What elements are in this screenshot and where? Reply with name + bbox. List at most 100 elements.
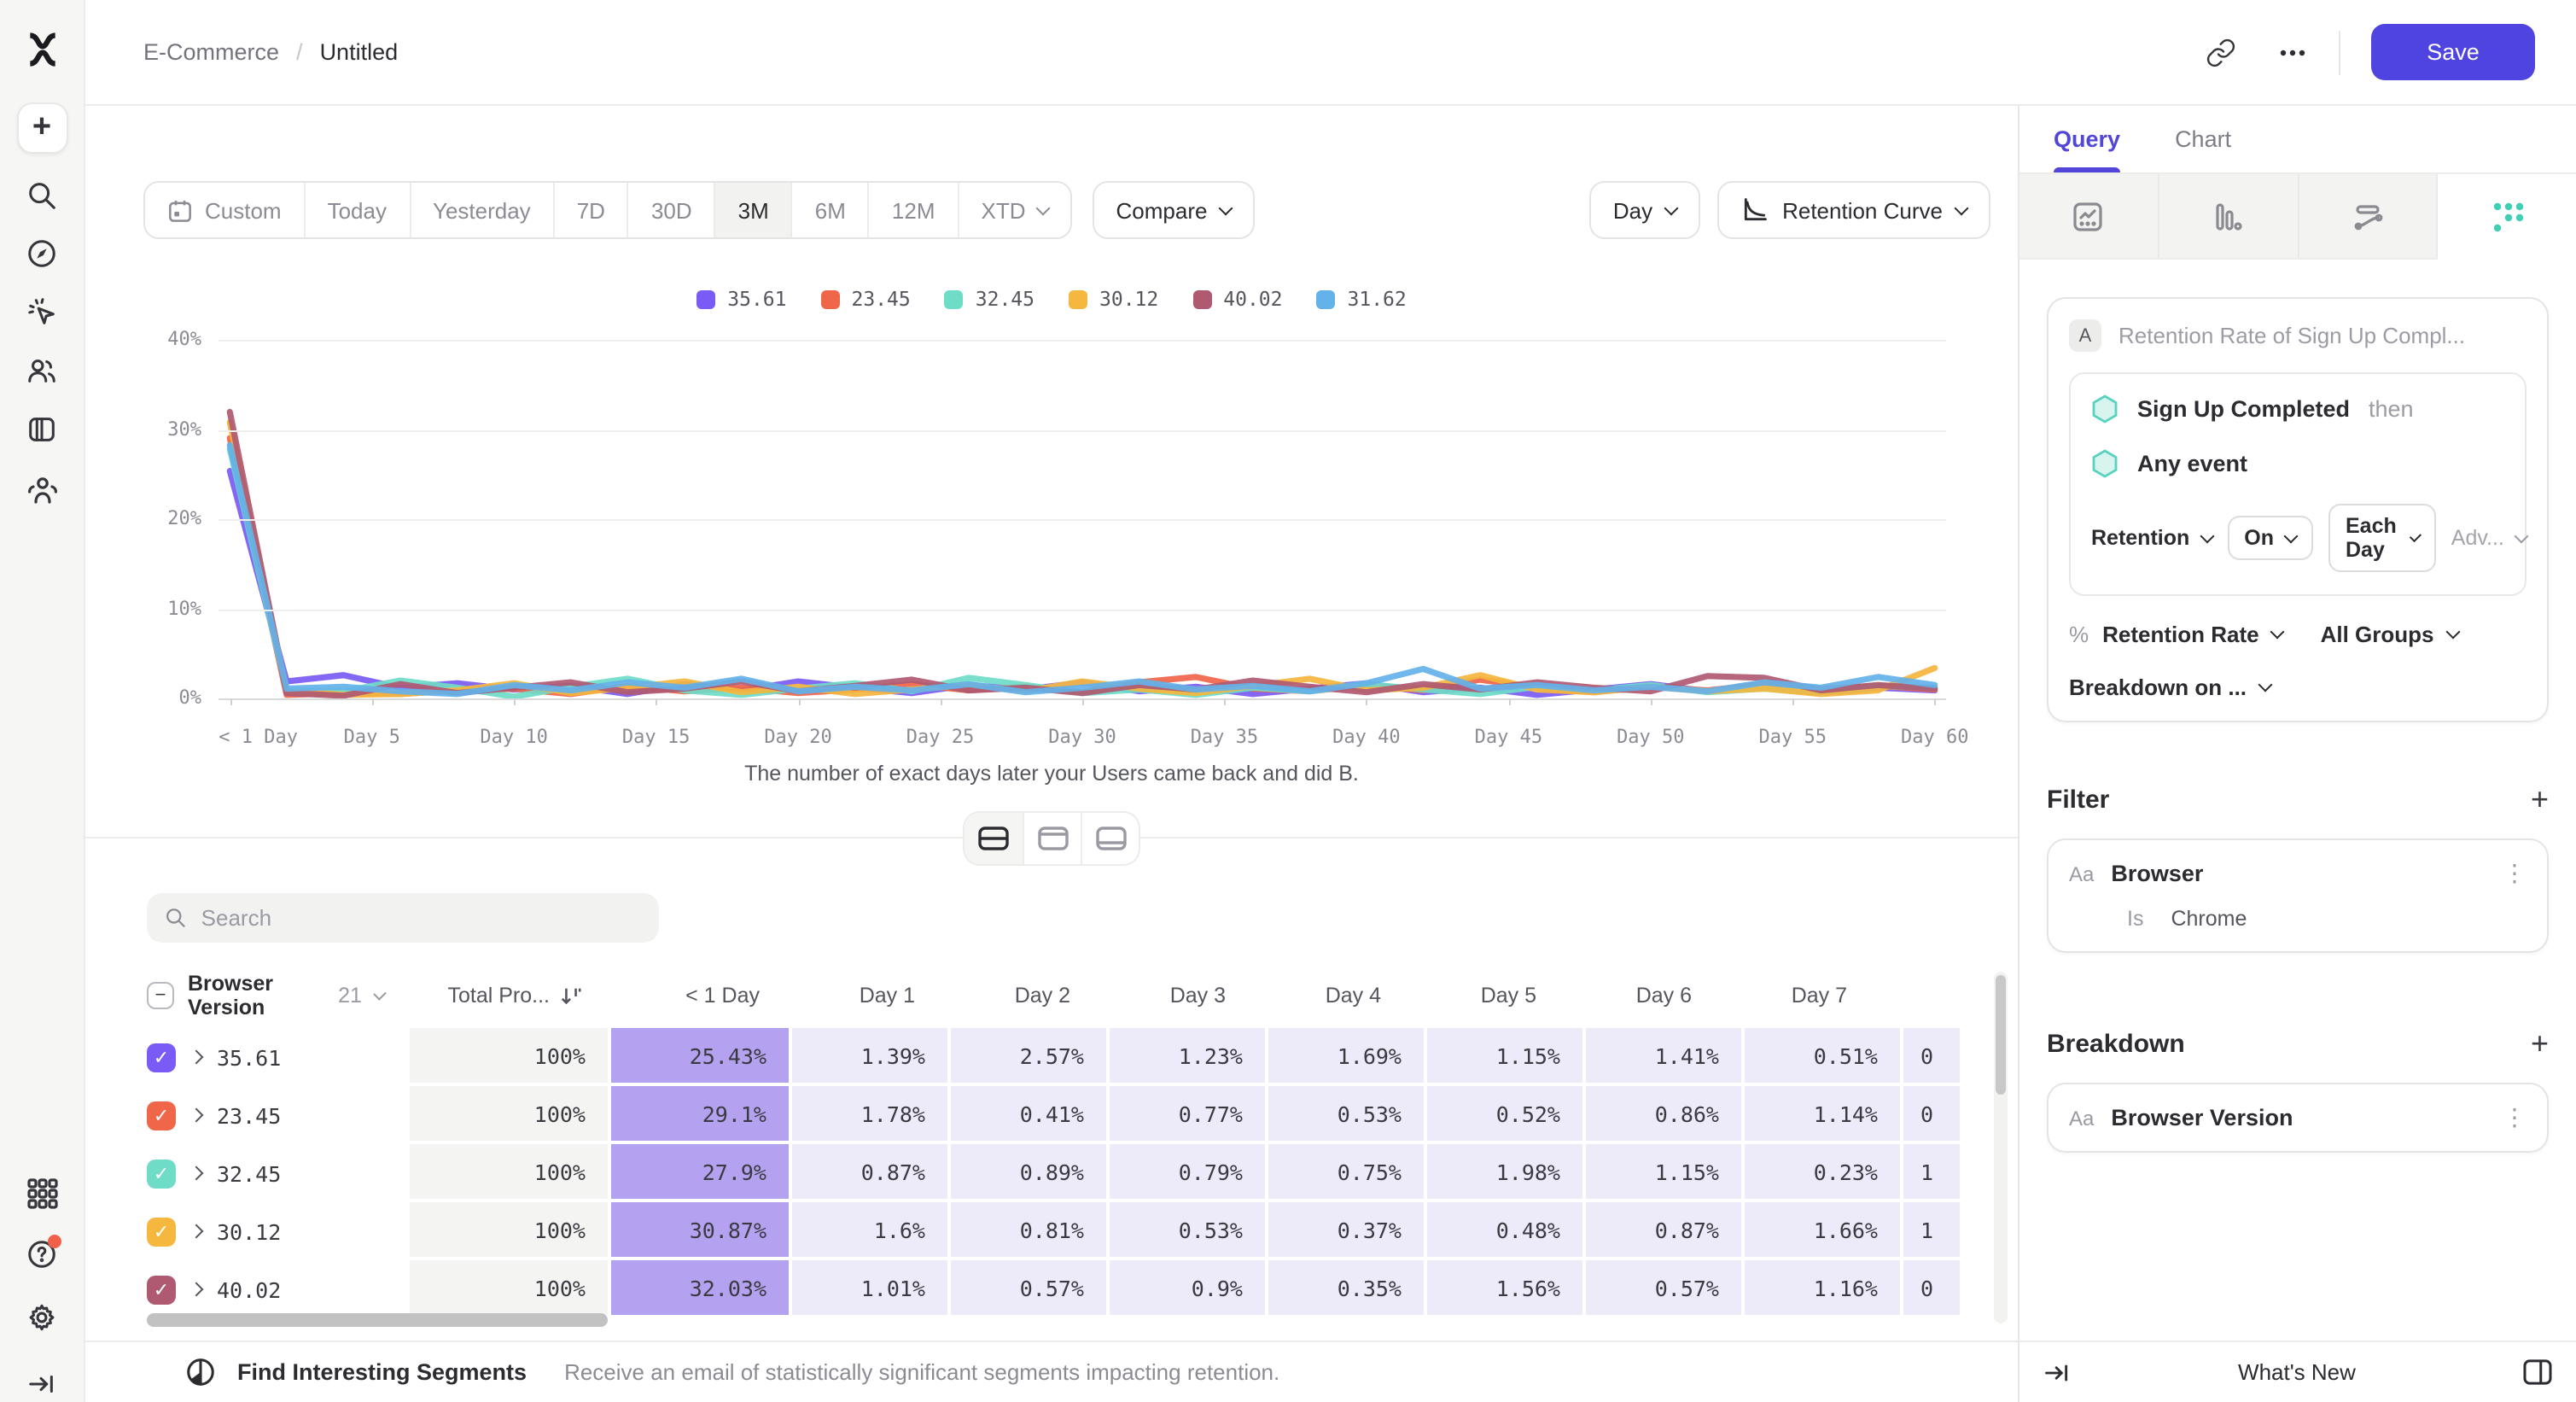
expand-row-icon[interactable]	[189, 1107, 204, 1123]
side-panel-icon[interactable]	[2523, 1359, 2552, 1385]
filter-property[interactable]: Browser	[2111, 861, 2204, 886]
whats-new-link[interactable]: What's New	[2238, 1359, 2356, 1385]
find-segments-link[interactable]: Find Interesting Segments	[237, 1359, 527, 1385]
day5-cell[interactable]: 0.52%	[1427, 1086, 1582, 1141]
search-input[interactable]	[201, 905, 642, 931]
day5-cell[interactable]: 1.98%	[1427, 1144, 1582, 1199]
query-title[interactable]: Retention Rate of Sign Up Compl...	[2118, 323, 2466, 348]
day8-partial-cell[interactable]: 1	[1903, 1202, 1960, 1257]
breadcrumb-project[interactable]: E-Commerce	[143, 39, 280, 65]
boards-nav-icon[interactable]	[16, 403, 67, 454]
discover-compass-icon[interactable]	[16, 227, 67, 278]
row-checkbox[interactable]: ✓	[147, 1159, 176, 1188]
day8-partial-cell[interactable]: 0	[1903, 1028, 1960, 1083]
compare-button[interactable]: Compare	[1092, 181, 1256, 239]
row-label-cell[interactable]: ✓ 30.12	[85, 1202, 406, 1260]
day6-cell[interactable]: 0.87%	[1586, 1202, 1741, 1257]
day3-cell[interactable]: 0.77%	[1110, 1086, 1265, 1141]
date-range-3m[interactable]: 3M	[714, 183, 791, 237]
day7-cell[interactable]: 0.23%	[1745, 1144, 1900, 1199]
insights-report-icon[interactable]	[2019, 174, 2159, 260]
day1-cell[interactable]: 1.6%	[792, 1202, 947, 1257]
create-new-button[interactable]: +	[16, 102, 67, 154]
lt1day-cell[interactable]: 27.9%	[611, 1144, 789, 1199]
mixpanel-logo-icon[interactable]	[16, 24, 67, 75]
row-checkbox[interactable]: ✓	[147, 1217, 176, 1246]
date-range-7d[interactable]: 7D	[552, 183, 627, 237]
chart-lines[interactable]	[219, 323, 1946, 698]
legend-item[interactable]: 23.45	[820, 287, 911, 311]
on-dropdown[interactable]: On	[2227, 516, 2313, 560]
expand-row-icon[interactable]	[189, 1165, 204, 1181]
row-label-cell[interactable]: ✓ 35.61	[85, 1028, 406, 1086]
funnels-report-icon[interactable]	[2159, 174, 2299, 260]
event-name[interactable]: Any event	[2137, 451, 2248, 476]
cohorts-nav-icon[interactable]	[16, 464, 67, 516]
filter-operator[interactable]: Is	[2127, 907, 2144, 931]
more-options-icon[interactable]	[2277, 37, 2308, 67]
legend-item[interactable]: 31.62	[1316, 287, 1407, 311]
row-checkbox[interactable]: ✓	[147, 1275, 176, 1304]
series-line-23.45[interactable]	[230, 438, 1934, 695]
day7-cell[interactable]: 1.16%	[1745, 1260, 1900, 1315]
day1-cell[interactable]: 0.87%	[792, 1144, 947, 1199]
select-all-checkbox[interactable]: −	[147, 982, 174, 1009]
day5-cell[interactable]: 1.15%	[1427, 1028, 1582, 1083]
table-header-label[interactable]: − Browser Version 21	[85, 972, 406, 1019]
day2-cell[interactable]: 0.89%	[951, 1144, 1106, 1199]
series-line-31.62[interactable]	[230, 446, 1934, 694]
legend-item[interactable]: 40.02	[1192, 287, 1283, 311]
day7-cell[interactable]: 0.51%	[1745, 1028, 1900, 1083]
retention-report-icon[interactable]	[2438, 174, 2576, 260]
date-range-30d[interactable]: 30D	[627, 183, 714, 237]
flows-report-icon[interactable]	[2299, 174, 2439, 260]
day6-cell[interactable]: 0.57%	[1586, 1260, 1741, 1315]
day7-cell[interactable]: 1.66%	[1745, 1202, 1900, 1257]
day1-cell[interactable]: 1.78%	[792, 1086, 947, 1141]
total-cell[interactable]: 100%	[410, 1086, 608, 1141]
table-vertical-scrollbar[interactable]	[1994, 972, 2008, 1323]
row-checkbox[interactable]: ✓	[147, 1101, 176, 1130]
breadcrumb-title[interactable]: Untitled	[319, 39, 399, 65]
legend-item[interactable]: 30.12	[1069, 287, 1158, 311]
day2-cell[interactable]: 0.57%	[951, 1260, 1106, 1315]
add-filter-button[interactable]: +	[2530, 782, 2549, 816]
series-line-32.45[interactable]	[230, 449, 1934, 697]
series-line-40.02[interactable]	[230, 412, 1934, 695]
series-line-30.12[interactable]	[230, 423, 1934, 695]
expand-row-icon[interactable]	[189, 1282, 204, 1297]
row-label-cell[interactable]: ✓ 40.02	[85, 1260, 406, 1318]
table-horizontal-scrollbar[interactable]	[147, 1313, 608, 1327]
groups-dropdown[interactable]: All Groups	[2320, 622, 2434, 647]
events-cursor-icon[interactable]	[16, 285, 67, 336]
day5-cell[interactable]: 0.48%	[1427, 1202, 1582, 1257]
help-icon[interactable]	[16, 1228, 67, 1279]
table-header-total[interactable]: Total Pro...	[406, 972, 604, 1019]
event-name[interactable]: Sign Up Completed	[2137, 396, 2350, 422]
table-header-day-2[interactable]: Day 2	[1014, 984, 1070, 1008]
granularity-button[interactable]: Day	[1588, 181, 1701, 239]
day6-cell[interactable]: 0.86%	[1586, 1086, 1741, 1141]
total-cell[interactable]: 100%	[410, 1260, 608, 1315]
lt1day-cell[interactable]: 25.43%	[611, 1028, 789, 1083]
date-range-custom[interactable]: Custom	[145, 183, 304, 237]
split-view-button[interactable]	[965, 813, 1023, 864]
total-cell[interactable]: 100%	[410, 1028, 608, 1083]
row-label-cell[interactable]: ✓ 23.45	[85, 1086, 406, 1144]
filter-value[interactable]: Chrome	[2171, 907, 2247, 931]
table-header-day-4[interactable]: Day 4	[1325, 984, 1381, 1008]
table-header-day-6[interactable]: Day 6	[1635, 984, 1692, 1008]
day3-cell[interactable]: 1.23%	[1110, 1028, 1265, 1083]
table-header-day-7[interactable]: Day 7	[1791, 984, 1847, 1008]
lt1day-cell[interactable]: 29.1%	[611, 1086, 789, 1141]
collapse-panel-icon[interactable]	[2043, 1358, 2071, 1386]
tab-chart[interactable]: Chart	[2175, 126, 2232, 152]
date-range-yesterday[interactable]: Yesterday	[409, 183, 553, 237]
date-range-6m[interactable]: 6M	[790, 183, 868, 237]
table-header-day-3[interactable]: Day 3	[1169, 984, 1226, 1008]
day4-cell[interactable]: 0.35%	[1268, 1260, 1424, 1315]
row-checkbox[interactable]: ✓	[147, 1043, 176, 1072]
save-button[interactable]: Save	[2371, 24, 2535, 80]
total-cell[interactable]: 100%	[410, 1144, 608, 1199]
legend-item[interactable]: 35.61	[696, 287, 787, 311]
